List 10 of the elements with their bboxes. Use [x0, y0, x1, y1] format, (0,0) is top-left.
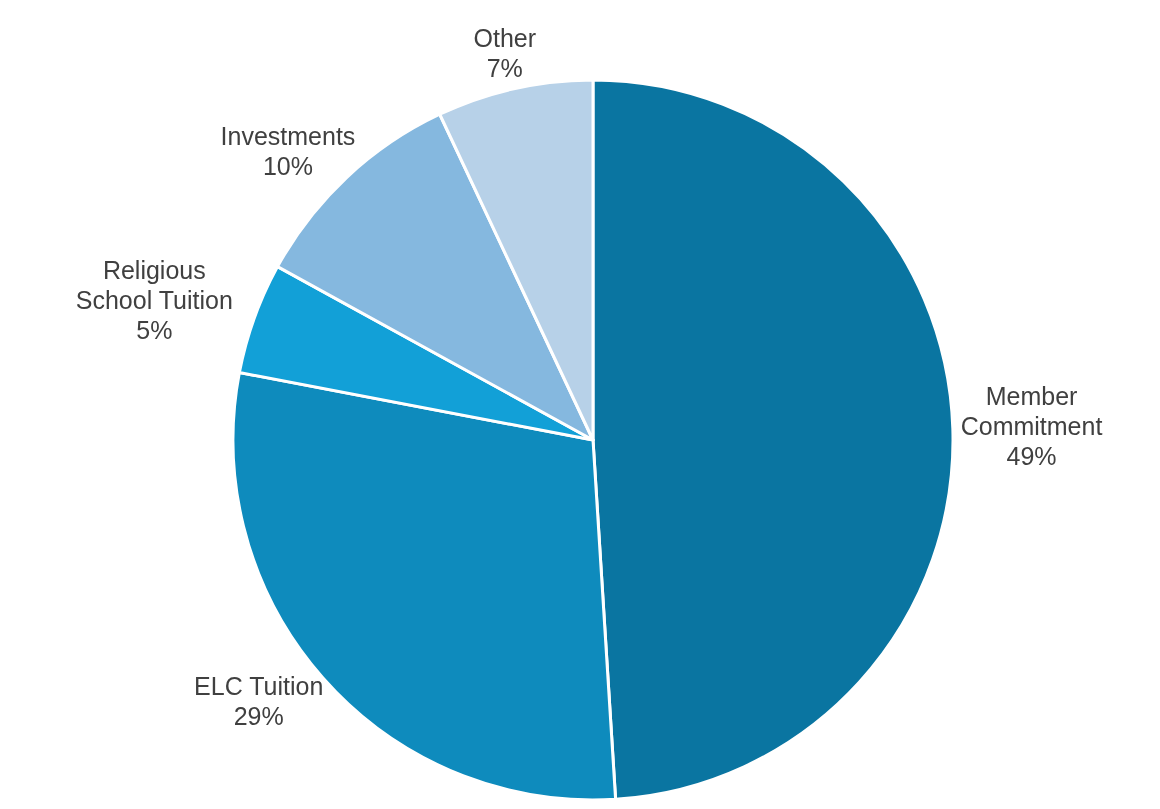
data-label: 49% [1006, 442, 1057, 471]
data-label: 7% [486, 53, 523, 82]
data-label: 5% [136, 316, 173, 345]
slice-label: Investments [220, 121, 356, 150]
data-label: 10% [262, 151, 313, 180]
slice-label: Other [473, 23, 537, 52]
data-label: 29% [233, 702, 284, 731]
slice-label: Religious School Tuition [75, 256, 233, 315]
slice-label: Member Commitment [960, 382, 1103, 441]
slice-label: ELC Tuition [194, 672, 324, 701]
